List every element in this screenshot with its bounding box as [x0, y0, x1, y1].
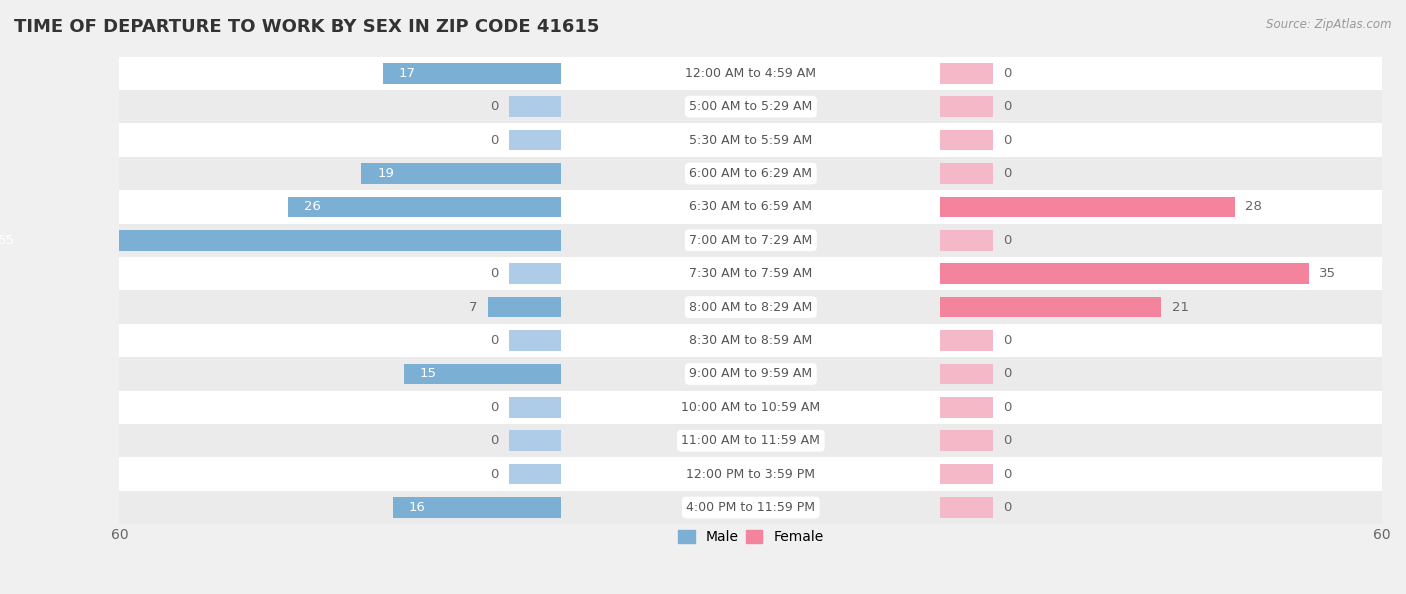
- Bar: [509, 96, 561, 117]
- Text: 0: 0: [489, 401, 498, 414]
- Text: 26: 26: [304, 200, 321, 213]
- Text: 0: 0: [489, 467, 498, 481]
- Text: 0: 0: [1004, 134, 1012, 147]
- Bar: [509, 431, 561, 451]
- Text: 0: 0: [489, 434, 498, 447]
- Bar: [509, 263, 561, 284]
- Text: 16: 16: [409, 501, 426, 514]
- Bar: [120, 257, 1382, 290]
- Text: 7:00 AM to 7:29 AM: 7:00 AM to 7:29 AM: [689, 234, 813, 247]
- Bar: [509, 129, 561, 150]
- Text: 11:00 AM to 11:59 AM: 11:00 AM to 11:59 AM: [682, 434, 820, 447]
- Bar: [120, 190, 1382, 223]
- Text: 10:00 AM to 10:59 AM: 10:00 AM to 10:59 AM: [682, 401, 820, 414]
- Text: 0: 0: [489, 134, 498, 147]
- Bar: [941, 397, 993, 418]
- Bar: [488, 297, 561, 317]
- Bar: [941, 96, 993, 117]
- Text: 0: 0: [489, 267, 498, 280]
- Text: 0: 0: [1004, 501, 1012, 514]
- Text: 0: 0: [489, 100, 498, 113]
- Bar: [0, 230, 561, 251]
- Bar: [941, 297, 1161, 317]
- Bar: [382, 63, 561, 84]
- Bar: [509, 397, 561, 418]
- Bar: [941, 431, 993, 451]
- Text: 8:30 AM to 8:59 AM: 8:30 AM to 8:59 AM: [689, 334, 813, 347]
- Text: 0: 0: [1004, 401, 1012, 414]
- Text: 15: 15: [419, 368, 436, 380]
- Bar: [941, 263, 1309, 284]
- Text: 0: 0: [1004, 368, 1012, 380]
- Bar: [120, 157, 1382, 190]
- Bar: [120, 491, 1382, 525]
- Bar: [941, 364, 993, 384]
- Text: 28: 28: [1246, 200, 1263, 213]
- Bar: [941, 497, 993, 518]
- Text: Source: ZipAtlas.com: Source: ZipAtlas.com: [1267, 18, 1392, 31]
- Bar: [361, 163, 561, 184]
- Bar: [120, 457, 1382, 491]
- Bar: [941, 129, 993, 150]
- Text: 5:30 AM to 5:59 AM: 5:30 AM to 5:59 AM: [689, 134, 813, 147]
- Bar: [120, 391, 1382, 424]
- Text: 0: 0: [1004, 434, 1012, 447]
- Bar: [120, 424, 1382, 457]
- Bar: [941, 230, 993, 251]
- Text: 8:00 AM to 8:29 AM: 8:00 AM to 8:29 AM: [689, 301, 813, 314]
- Bar: [120, 124, 1382, 157]
- Text: 0: 0: [1004, 167, 1012, 180]
- Text: 0: 0: [489, 334, 498, 347]
- Text: 12:00 AM to 4:59 AM: 12:00 AM to 4:59 AM: [685, 67, 817, 80]
- Bar: [120, 223, 1382, 257]
- Text: 12:00 PM to 3:59 PM: 12:00 PM to 3:59 PM: [686, 467, 815, 481]
- Bar: [941, 63, 993, 84]
- Bar: [941, 197, 1234, 217]
- Bar: [120, 357, 1382, 391]
- Text: 4:00 PM to 11:59 PM: 4:00 PM to 11:59 PM: [686, 501, 815, 514]
- Bar: [120, 56, 1382, 90]
- Text: 7:30 AM to 7:59 AM: 7:30 AM to 7:59 AM: [689, 267, 813, 280]
- Text: 5:00 AM to 5:29 AM: 5:00 AM to 5:29 AM: [689, 100, 813, 113]
- Text: 0: 0: [1004, 334, 1012, 347]
- Text: 19: 19: [377, 167, 394, 180]
- Text: 7: 7: [468, 301, 477, 314]
- Bar: [394, 497, 561, 518]
- Text: 0: 0: [1004, 467, 1012, 481]
- Text: 0: 0: [1004, 234, 1012, 247]
- Text: 9:00 AM to 9:59 AM: 9:00 AM to 9:59 AM: [689, 368, 813, 380]
- Bar: [120, 290, 1382, 324]
- Bar: [288, 197, 561, 217]
- Legend: Male, Female: Male, Female: [672, 525, 830, 550]
- Bar: [120, 324, 1382, 357]
- Text: 6:30 AM to 6:59 AM: 6:30 AM to 6:59 AM: [689, 200, 813, 213]
- Text: TIME OF DEPARTURE TO WORK BY SEX IN ZIP CODE 41615: TIME OF DEPARTURE TO WORK BY SEX IN ZIP …: [14, 18, 599, 36]
- Text: 21: 21: [1171, 301, 1188, 314]
- Text: 0: 0: [1004, 100, 1012, 113]
- Text: 17: 17: [398, 67, 415, 80]
- Bar: [941, 330, 993, 351]
- Text: 35: 35: [1319, 267, 1336, 280]
- Text: 0: 0: [1004, 67, 1012, 80]
- Bar: [120, 90, 1382, 124]
- Bar: [941, 464, 993, 485]
- Bar: [941, 163, 993, 184]
- Bar: [404, 364, 561, 384]
- Bar: [509, 330, 561, 351]
- Text: 55: 55: [0, 234, 15, 247]
- Text: 6:00 AM to 6:29 AM: 6:00 AM to 6:29 AM: [689, 167, 813, 180]
- Bar: [509, 464, 561, 485]
